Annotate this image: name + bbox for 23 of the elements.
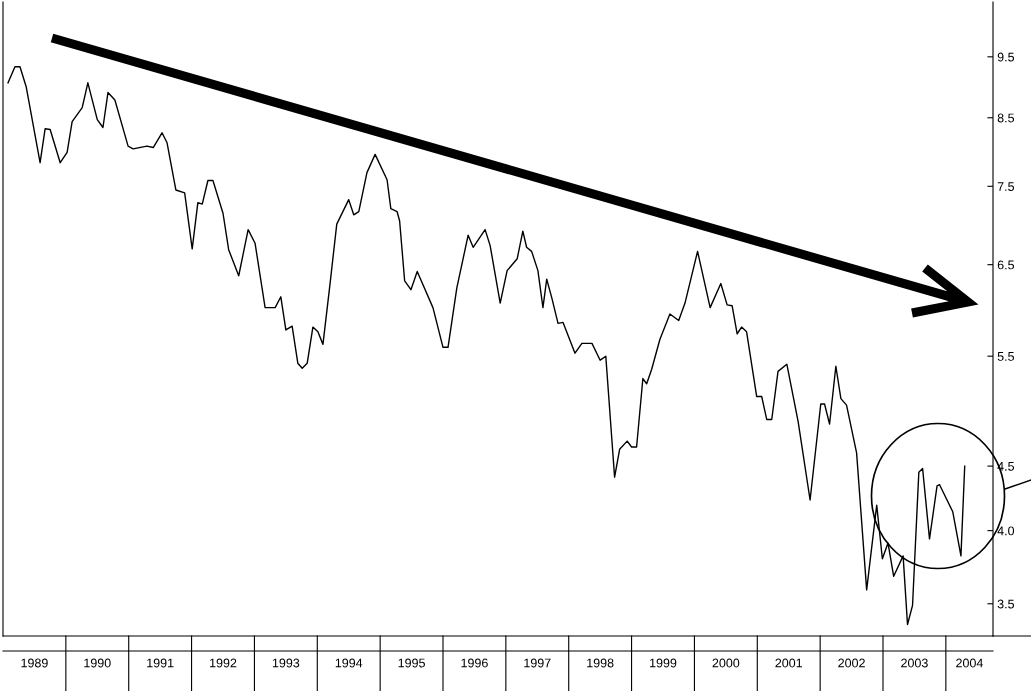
x-tick-label: 1999 — [650, 658, 677, 668]
x-tick-label: 1989 — [21, 658, 48, 668]
x-tick-label: 2002 — [838, 658, 865, 668]
x-tick-label: 1998 — [587, 658, 614, 668]
y-tick-label: 5.5 — [997, 352, 1015, 361]
x-tick-label: 1995 — [398, 658, 425, 668]
x-tick-label: 1991 — [147, 658, 174, 668]
x-tick-label: 1994 — [335, 658, 363, 668]
x-tick-label: 1996 — [461, 658, 488, 668]
y-tick-label: 6.5 — [997, 260, 1015, 270]
x-tick-label: 2004 — [956, 658, 983, 668]
x-tick-label: 1990 — [84, 658, 111, 668]
y-tick-label: 4.0 — [997, 526, 1015, 536]
x-tick-label: 2003 — [901, 658, 928, 668]
y-tick-label: 9.5 — [997, 52, 1015, 62]
y-tick-label: 7.5 — [997, 182, 1015, 191]
y-tick-label: 8.5 — [997, 113, 1015, 123]
x-tick-label: 1997 — [524, 658, 551, 668]
x-tick-label: 1992 — [210, 658, 237, 668]
x-tick-label: 2001 — [775, 658, 803, 668]
x-tick-label: 2000 — [712, 658, 740, 668]
y-tick-label: 3.5 — [997, 599, 1015, 609]
x-tick-label: 1993 — [272, 658, 300, 668]
